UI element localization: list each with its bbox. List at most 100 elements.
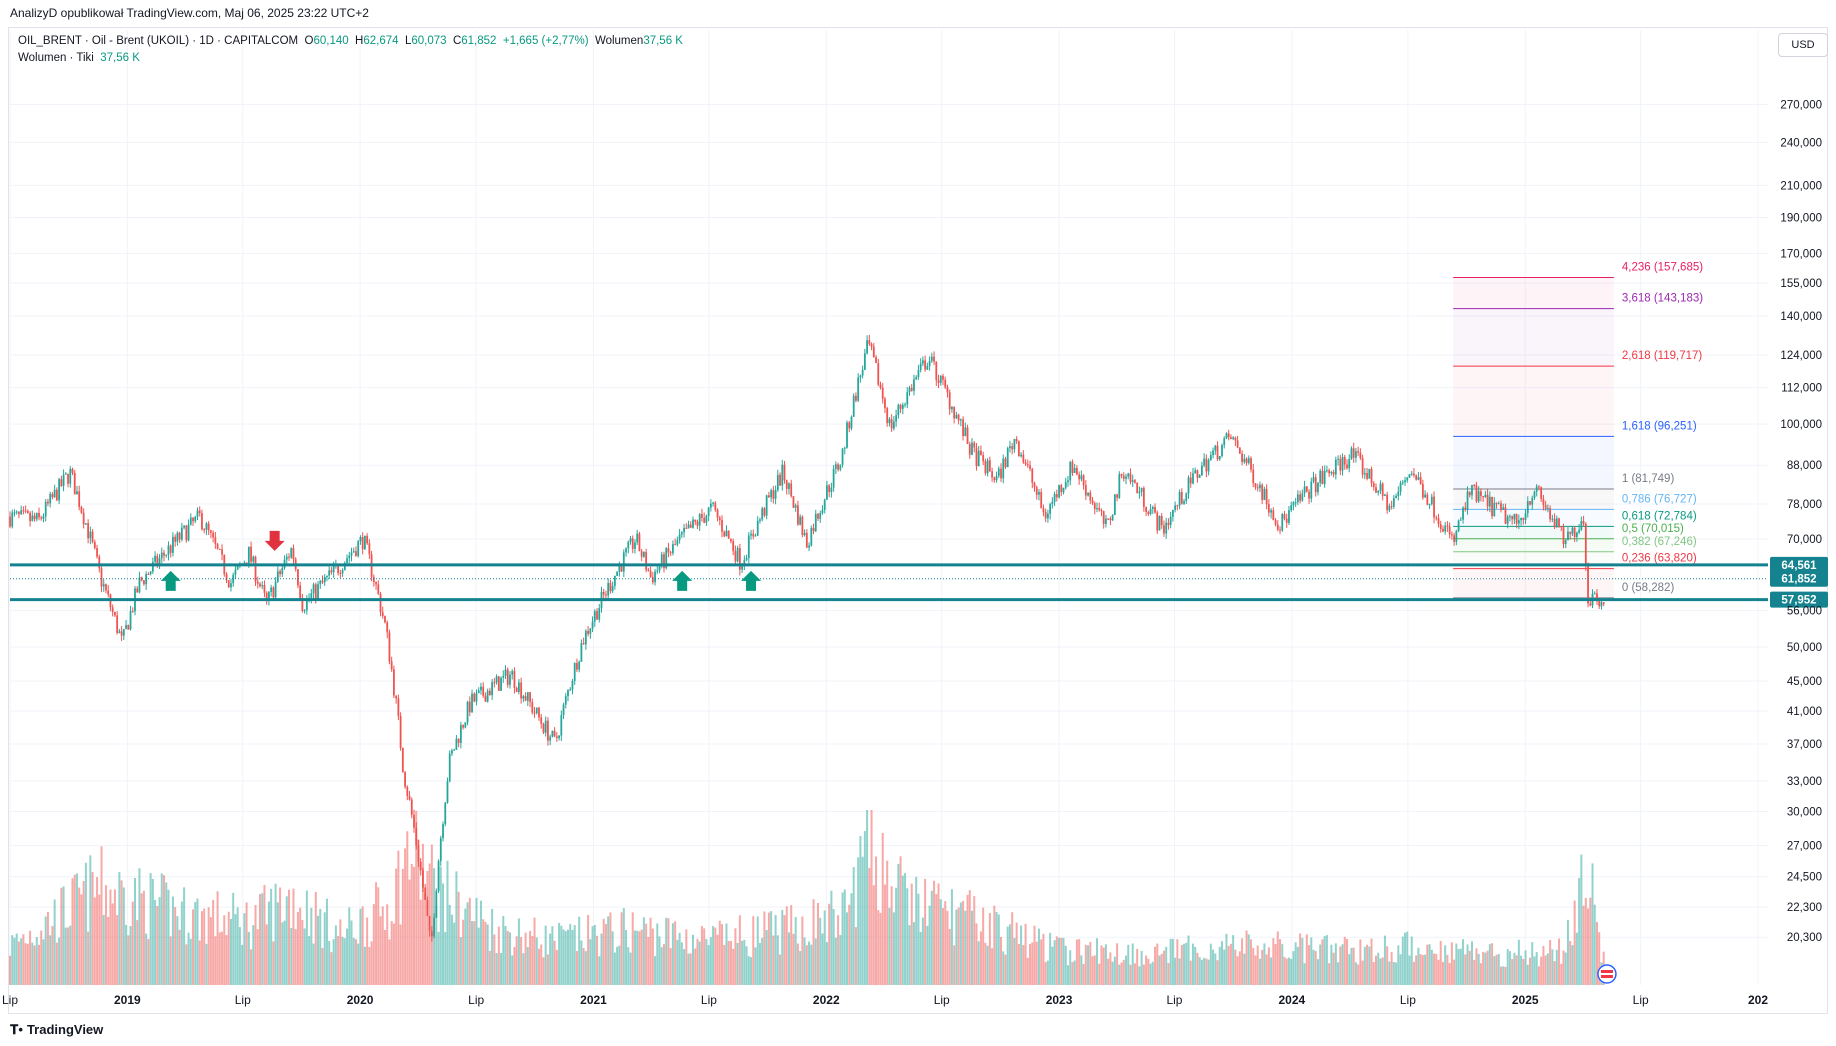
volume-bar	[274, 883, 277, 985]
volume-bar	[1415, 955, 1418, 985]
volume-indicator-legend[interactable]: Wolumen · Tiki 37,56 K	[18, 52, 140, 64]
candle-body	[1265, 488, 1268, 505]
volume-bar	[167, 889, 170, 985]
volume-bar	[812, 899, 815, 985]
candle-body	[268, 591, 270, 601]
symbol-legend[interactable]: OIL_BRENT · Oil - Brent (UKOIL) · 1D · C…	[18, 35, 683, 47]
candle-body	[80, 507, 83, 513]
candle-body	[718, 517, 721, 521]
candle-body	[1435, 517, 1438, 519]
candle-body	[544, 720, 547, 733]
volume-bar	[1462, 939, 1465, 985]
volume-bar	[118, 872, 121, 985]
volume-bar	[1060, 937, 1063, 985]
volume-bar	[883, 884, 886, 985]
candle-body	[1544, 504, 1547, 509]
candle-body	[567, 690, 569, 697]
candle-body	[975, 447, 978, 467]
candle-body	[788, 483, 790, 489]
candle-body	[1064, 482, 1067, 488]
volume-bar	[1560, 963, 1563, 985]
volume-bar	[968, 890, 971, 985]
volume-bar	[1254, 955, 1257, 985]
volume-bar	[1247, 934, 1250, 985]
candle-body	[1421, 483, 1424, 498]
candle-body	[1154, 506, 1156, 513]
time-tick-label: Lip	[235, 993, 251, 1007]
candle-body	[1071, 461, 1074, 473]
volume-bar	[611, 931, 614, 985]
candle-body	[988, 460, 991, 472]
volume-bar	[1531, 942, 1534, 985]
candle-body	[908, 387, 911, 392]
volume-bar	[919, 931, 922, 985]
tradingview-footer[interactable]: 𝐓• TradingView	[10, 1022, 104, 1037]
volume-bar	[1377, 952, 1380, 985]
candle-body	[518, 682, 520, 692]
volume-bar	[781, 910, 784, 985]
candle-body	[1142, 488, 1145, 508]
volume-bar	[22, 934, 25, 985]
volume-bar	[1466, 944, 1469, 985]
volume-bar	[78, 887, 81, 985]
volume-bar	[1080, 955, 1083, 985]
volume-bar	[645, 923, 648, 985]
candle-body	[151, 561, 154, 572]
volume-bar	[825, 942, 828, 985]
candle-body	[558, 735, 560, 739]
volume-bar	[140, 893, 143, 985]
volume-bar	[303, 928, 306, 985]
volume-bar	[180, 901, 183, 985]
volume-bar	[558, 922, 561, 985]
candle-body	[143, 580, 145, 585]
candle-body	[1569, 531, 1572, 534]
candle-body	[1270, 510, 1272, 513]
volume-bar	[96, 877, 99, 985]
currency-button[interactable]: USD	[1778, 33, 1828, 57]
time-tick-label: Lip	[468, 993, 484, 1007]
volume-bar	[993, 905, 996, 985]
candle-body	[42, 516, 45, 519]
candle-body	[1397, 491, 1400, 497]
candle-body	[1448, 526, 1451, 535]
candle-body	[60, 479, 63, 487]
candle-body	[1334, 459, 1337, 475]
volume-bars	[9, 810, 1605, 985]
volume-bar	[571, 929, 574, 985]
volume-bar	[1475, 948, 1478, 985]
candle-body	[1535, 486, 1538, 492]
candle-body	[212, 532, 215, 538]
volume-bar	[1062, 937, 1065, 985]
volume-bar	[1312, 949, 1315, 985]
candle-body	[843, 447, 846, 449]
candle-body	[935, 361, 938, 381]
volume-bar	[890, 886, 893, 985]
volume-bar	[1555, 949, 1558, 985]
candle-body	[58, 479, 61, 501]
candle-body	[683, 527, 685, 533]
candle-body	[640, 551, 643, 557]
candle-body	[1584, 523, 1587, 567]
candle-body	[276, 571, 279, 582]
candle-body	[669, 552, 672, 554]
volume-bar	[1375, 955, 1378, 985]
candle-body	[504, 669, 507, 676]
volume-bar	[1013, 937, 1016, 985]
volume-bar	[200, 911, 203, 985]
volume-bar	[178, 929, 181, 985]
price-tick-label: 270,000	[1780, 99, 1822, 111]
fibonacci-extension: 4,236 (157,685)3,618 (143,183)2,618 (119…	[1453, 262, 1703, 599]
volume-bar	[569, 924, 572, 985]
volume-bar	[459, 937, 462, 985]
candle-body	[15, 511, 18, 513]
volume-bar	[904, 873, 907, 985]
candle-body	[1473, 484, 1476, 486]
volume-bar	[1223, 949, 1226, 985]
volume-bar	[216, 891, 219, 985]
candle-body	[1029, 465, 1031, 469]
candle-body	[419, 861, 422, 871]
candle-body	[1549, 508, 1552, 520]
volume-bar	[1468, 950, 1471, 985]
candle-body	[1290, 505, 1293, 511]
